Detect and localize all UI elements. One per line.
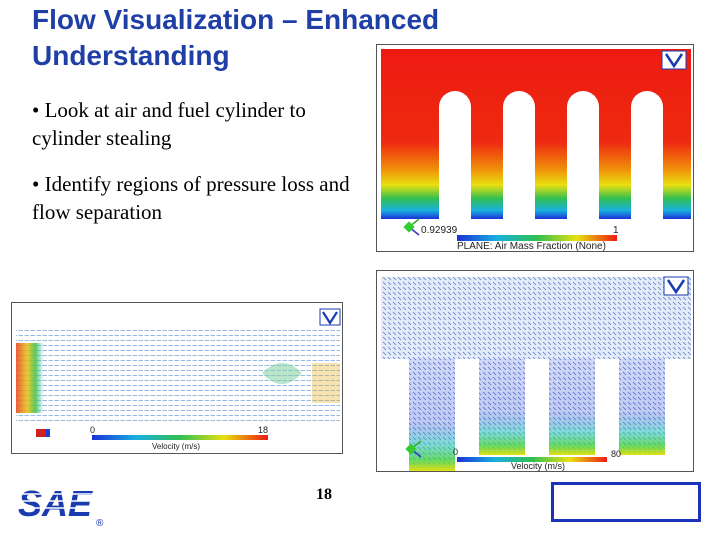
software-logo-icon bbox=[319, 308, 341, 326]
bullet-air-fuel-stealing: • Look at air and fuel cylinder to cylin… bbox=[32, 98, 306, 150]
velocity-vectors-runners-figure: 0 80 Velocity (m/s) bbox=[376, 270, 694, 472]
velocity-right-scale-max: 80 bbox=[611, 449, 621, 459]
velocity-colorbar-right bbox=[457, 457, 607, 462]
velocity-left-caption: Velocity (m/s) bbox=[152, 442, 200, 451]
air-mass-colorbar bbox=[457, 235, 617, 241]
bullet-pressure-loss: • Identify regions of pressure loss and … bbox=[32, 172, 350, 224]
inlet-high-velocity-region bbox=[16, 343, 44, 413]
sae-logo-text: SAE bbox=[18, 483, 93, 524]
air-mass-scale-max: 1 bbox=[613, 225, 619, 236]
velocity-colorbar-left bbox=[92, 435, 268, 440]
sae-logo: SAE ® bbox=[16, 482, 112, 529]
software-logo-icon bbox=[663, 276, 689, 296]
air-mass-scale-min: 0.92939 bbox=[421, 225, 458, 236]
velocity-right-scale-min: 0 bbox=[453, 447, 458, 457]
plenum-vector-field bbox=[381, 277, 691, 359]
velocity-left-scale-max: 18 bbox=[258, 425, 268, 435]
runner-gap bbox=[503, 91, 535, 219]
paper-number: 2006-01-3652 bbox=[551, 482, 701, 522]
velocity-right-caption: Velocity (m/s) bbox=[511, 461, 565, 471]
page-number: 18 bbox=[316, 486, 332, 503]
runner-gap bbox=[439, 91, 471, 219]
velocity-vectors-side-figure: 0 18 Velocity (m/s) bbox=[11, 302, 343, 454]
axis-triad-icon bbox=[36, 429, 50, 437]
software-logo-icon bbox=[661, 50, 687, 70]
recirculation-region bbox=[262, 363, 302, 384]
registered-mark: ® bbox=[96, 518, 104, 528]
air-mass-fraction-figure: 0.92939 1 PLANE: Air Mass Fraction (None… bbox=[376, 44, 694, 252]
runner-vector-fields bbox=[409, 359, 665, 471]
runner-gap bbox=[567, 91, 599, 219]
velocity-left-scale-min: 0 bbox=[90, 425, 95, 435]
air-mass-caption: PLANE: Air Mass Fraction (None) bbox=[457, 241, 606, 252]
slide-title: Flow Visualization – Enhanced Understand… bbox=[32, 4, 440, 71]
runner-gap bbox=[631, 91, 663, 219]
